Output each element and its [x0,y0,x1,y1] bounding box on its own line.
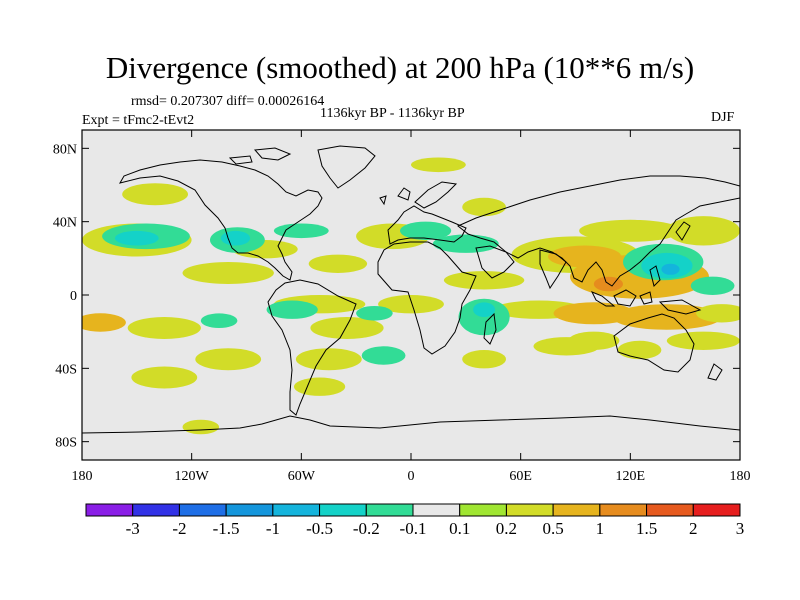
x-tick-label-5: 120E [616,469,646,484]
colorbar-swatch-7 [412,503,461,517]
colorbar-swatch-11 [599,503,648,517]
x-axis: 180 120W 60W 0 60E 120E 180 [72,130,751,484]
field-region-34 [473,302,496,318]
colorbar-label-4: -0.5 [306,519,333,538]
x-tick-label-6: 180 [730,469,751,484]
colorbar-label-5: -0.2 [353,519,380,538]
field-region-21 [666,216,740,246]
field-region-47 [617,340,662,360]
field-region-11 [400,221,452,240]
field-region-15 [443,271,525,290]
colorbar-label-12: 2 [689,519,698,538]
colorbar-swatch-8 [459,503,507,517]
field-region-35 [462,350,506,369]
field-region-28 [378,295,444,314]
colorbar: -3 -2 -1.5 -1 -0.5 -0.2 -0.1 0.1 0.2 0.5 1 1.5 2 3 [85,503,745,538]
field-region-25 [690,276,735,295]
y-axis: 80N 40N 0 40S 80S [53,142,740,451]
colorbar-swatch-3 [225,503,274,517]
x-tick-label-3: 0 [408,469,415,484]
field-region-40 [356,306,393,321]
y-tick-label-2: 0 [70,289,77,304]
field-region-48 [131,366,198,389]
colorbar-swatch-4 [272,503,321,517]
colorbar-swatch-13 [692,503,741,517]
colorbar-label-7: 0.1 [449,519,470,538]
colorbar-label-10: 1 [596,519,605,538]
chart-title: Divergence (smoothed) at 200 hPa (10**6 … [105,50,695,85]
field-region-46 [533,337,600,356]
field-region-36 [82,313,126,332]
field-region-3 [122,183,188,206]
colorbar-label-2: -1.5 [213,519,240,538]
colorbar-swatch-2 [178,503,227,517]
colorbar-swatch-5 [319,503,367,517]
colorbar-label-0: -3 [126,519,140,538]
field-region-32 [696,304,740,323]
field-region-43 [195,348,262,371]
stats-line: rmsd= 0.207307 diff= 0.00026164 [131,94,325,109]
field-region-38 [200,313,238,329]
field-region-12 [411,157,466,173]
field-region-9 [308,254,368,273]
field-region-24 [661,263,680,275]
x-tick-label-1: 120W [175,469,210,484]
field-region-6 [220,230,251,246]
field-region-42 [666,331,740,350]
field-region-2 [114,230,159,246]
field-region-45 [361,346,406,365]
x-tick-label-0: 180 [72,469,93,484]
colorbar-swatch-12 [646,503,694,517]
colorbar-label-3: -1 [266,519,280,538]
coastlines [82,145,740,434]
colorbar-label-1: -2 [172,519,186,538]
y-tick-label-1: 40N [53,216,77,231]
experiment-line: Expt = tFmc2-tEvt2 [82,113,195,128]
field-region-7 [182,262,274,284]
colorbar-label-13: 3 [736,519,745,538]
field-region-37 [127,317,201,339]
period-line: 1136kyr BP - 1136kyr BP [320,106,465,121]
colorbar-label-11: 1.5 [636,519,657,538]
field-region-44 [295,348,362,371]
colorbar-swatch-0 [85,503,134,517]
field-region-31 [612,304,722,330]
field-region-8 [273,223,329,239]
y-tick-label-3: 40S [55,362,77,377]
colorbar-swatch-10 [552,503,601,517]
y-tick-label-4: 80S [55,436,77,451]
field-region-18 [579,219,682,242]
colorbar-label-6: -0.1 [400,519,427,538]
field-region-27 [266,300,318,319]
field-region-49 [294,377,346,396]
field-region-39 [310,317,384,339]
x-tick-label-2: 60W [288,469,316,484]
x-tick-label-4: 60E [509,469,532,484]
field-region-50 [182,419,220,435]
colorbar-swatch-9 [505,503,554,517]
colorbar-swatch-1 [132,503,180,517]
divergence-field [82,157,740,435]
season-label: DJF [711,110,735,125]
field-region-13 [462,197,506,217]
colorbar-label-9: 0.5 [542,519,563,538]
y-tick-label-0: 80N [53,142,77,157]
colorbar-swatch-6 [365,503,414,517]
colorbar-label-8: 0.2 [496,519,517,538]
